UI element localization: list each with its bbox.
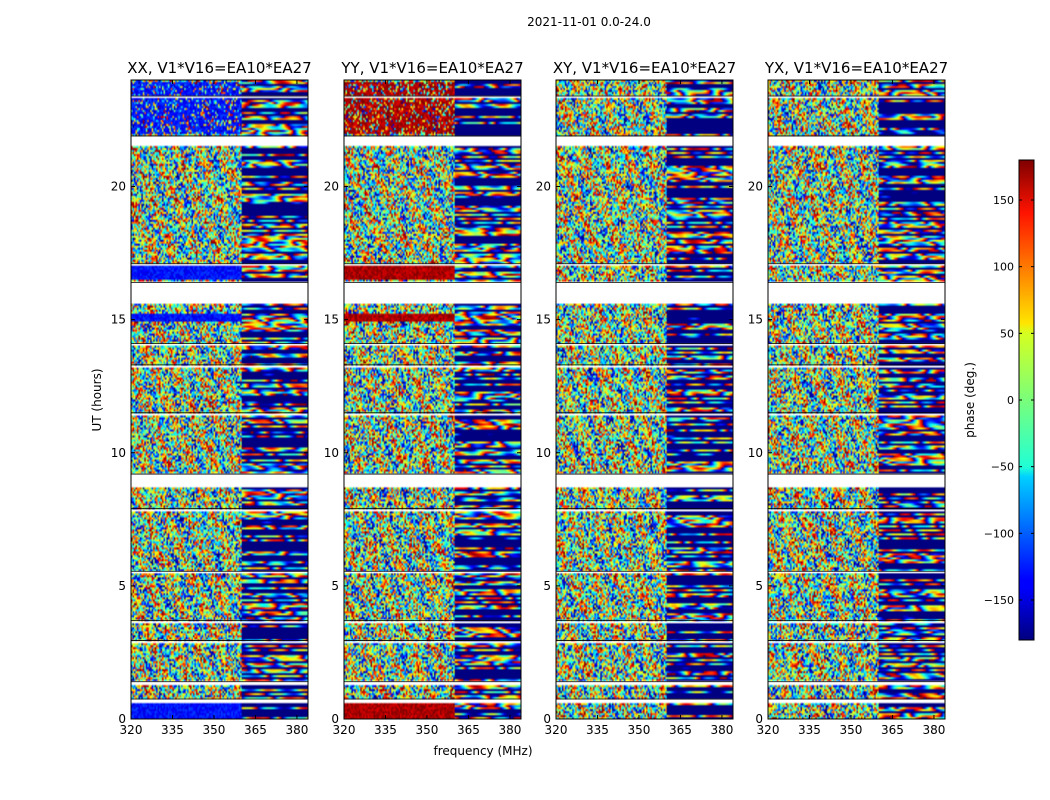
y-tick-label: 0: [118, 712, 126, 726]
y-tick-label: 5: [543, 579, 551, 593]
panel-title: YX, V1*V16=EA10*EA27: [764, 59, 948, 77]
x-tick-label: 350: [203, 723, 226, 737]
y-tick-label: 5: [331, 579, 339, 593]
colorbar-label: phase (deg.): [963, 362, 977, 438]
plot-frame: [343, 79, 522, 720]
y-tick-label: 10: [324, 446, 339, 460]
x-tick-label: 380: [498, 723, 521, 737]
panel-title: YY, V1*V16=EA10*EA27: [340, 59, 523, 77]
y-tick-label: 20: [536, 180, 551, 194]
y-tick-label: 20: [324, 180, 339, 194]
x-tick-label: 365: [457, 723, 480, 737]
x-tick-label: 365: [244, 723, 267, 737]
colorbar-tick-label: 0: [1007, 394, 1014, 407]
y-tick-label: 15: [748, 313, 763, 327]
panel-yx: YX, V1*V16=EA10*EA27 320 335 350 365 380 0 5 10 1…: [748, 59, 948, 737]
x-tick-label: 365: [881, 723, 904, 737]
x-tick-label: 320: [757, 723, 780, 737]
y-tick-label: 20: [748, 180, 763, 194]
x-tick-label: 335: [374, 723, 397, 737]
y-tick-label: 5: [755, 579, 763, 593]
heatmap-image: [556, 80, 733, 719]
colorbar-tick-label: 50: [1000, 327, 1014, 340]
x-tick-label: 320: [545, 723, 568, 737]
heatmap-image: [344, 80, 521, 719]
x-tick-label: 335: [161, 723, 184, 737]
x-tick-label: 380: [922, 723, 945, 737]
panel-xx: XX, V1*V16=EA10*EA27 320 335 350 365 380 0 5 10 1…: [111, 59, 312, 737]
panel-title: XX, V1*V16=EA10*EA27: [127, 59, 311, 77]
panel-yy: YY, V1*V16=EA10*EA27 320 335 350 365 380 0 5 10 1…: [324, 59, 524, 737]
x-axis-label: frequency (MHz): [433, 744, 532, 758]
y-tick-label: 15: [111, 313, 126, 327]
colorbar-tick-label: −150: [984, 594, 1014, 607]
colorbar-tick-label: −100: [984, 527, 1014, 540]
y-tick-label: 0: [331, 712, 339, 726]
x-tick-label: 350: [840, 723, 863, 737]
y-tick-label: 10: [111, 446, 126, 460]
x-tick-label: 350: [416, 723, 439, 737]
x-tick-label: 320: [120, 723, 143, 737]
x-tick-label: 335: [798, 723, 821, 737]
y-tick-label: 15: [324, 313, 339, 327]
x-tick-label: 335: [586, 723, 609, 737]
x-tick-label: 350: [628, 723, 651, 737]
y-tick-label: 15: [536, 313, 551, 327]
heatmap-image: [768, 80, 945, 719]
panel-title: XY, V1*V16=EA10*EA27: [553, 59, 736, 77]
heatmap-image: [131, 80, 308, 719]
y-tick-label: 10: [536, 446, 551, 460]
x-tick-label: 380: [710, 723, 733, 737]
panel-xy: XY, V1*V16=EA10*EA27 320 335 350 365 380 0 5 10 1…: [536, 59, 736, 737]
y-tick-label: 0: [543, 712, 551, 726]
y-tick-label: 5: [118, 579, 126, 593]
plot-frame: [767, 79, 946, 720]
panels-group: XX, V1*V16=EA10*EA27 320 335 350 365 380 0 5 10 1…: [111, 59, 948, 737]
plot-frame: [555, 79, 734, 720]
x-tick-label: 365: [669, 723, 692, 737]
y-tick-label: 20: [111, 180, 126, 194]
x-tick-label: 380: [285, 723, 308, 737]
colorbar-tick-label: 150: [993, 194, 1014, 207]
y-tick-label: 0: [755, 712, 763, 726]
y-tick-label: 10: [748, 446, 763, 460]
colorbar-tick-label: −50: [991, 461, 1014, 474]
figure-title: 2021-11-01 0.0-24.0: [527, 15, 651, 29]
y-axis-label: UT (hours): [90, 368, 104, 431]
plot-frame: [130, 79, 309, 720]
colorbar-ticks: 150 100 50 0 −50 −100 −150: [984, 194, 1034, 607]
colorbar-tick-label: 100: [993, 261, 1014, 274]
colorbar: 150 100 50 0 −50 −100 −150 phase (deg.): [963, 159, 1035, 641]
x-tick-label: 320: [333, 723, 356, 737]
